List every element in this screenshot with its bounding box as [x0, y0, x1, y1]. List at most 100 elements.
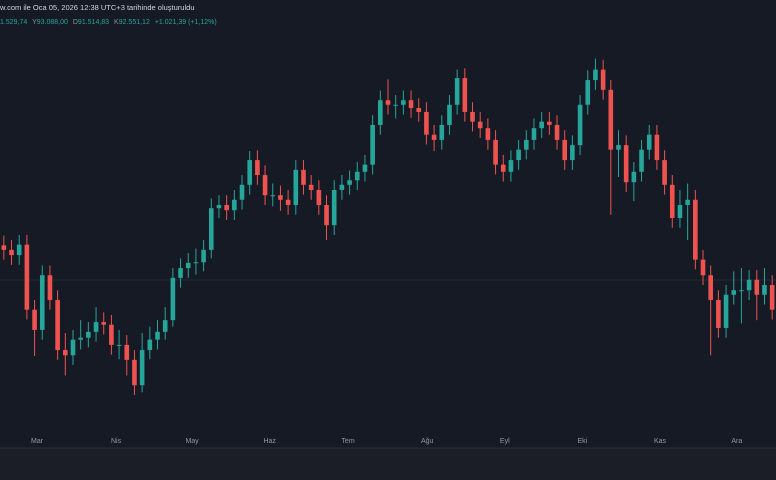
candle-body [470, 111, 475, 122]
candle-body [739, 290, 744, 292]
candle-body [1, 245, 7, 250]
candle-body [78, 337, 83, 340]
legend-value: 91.514,83 [78, 19, 109, 26]
candle-body [170, 277, 176, 321]
x-tick-label: Tem [341, 438, 354, 445]
candle-body [293, 169, 299, 205]
candle-body [401, 100, 406, 105]
x-tick-label: Haz [263, 438, 276, 445]
candle-body [162, 320, 168, 332]
candle-body [723, 294, 729, 328]
candle-body [339, 184, 345, 191]
candle-body [585, 80, 591, 105]
candle-body [16, 244, 22, 256]
candle-body [616, 145, 621, 150]
candle-body [370, 124, 375, 165]
candle-body [716, 299, 721, 328]
candle-body [577, 104, 583, 146]
candle-body [393, 104, 398, 106]
candle-body [485, 128, 491, 140]
candle-body [224, 204, 229, 211]
candle-body [646, 134, 652, 150]
x-tick-label: Ara [731, 438, 742, 445]
candle-body [454, 78, 460, 105]
legend-key: Y [32, 19, 37, 26]
candle-body [93, 322, 99, 332]
candle-body [139, 350, 145, 386]
candle-body [523, 139, 529, 150]
candle-body [746, 279, 752, 291]
candle-body [39, 275, 45, 330]
candle-body [147, 339, 153, 351]
candle-body [24, 244, 30, 310]
candle-body [654, 134, 660, 161]
legend-key: D [73, 19, 78, 26]
x-tick-label: Ağu [421, 438, 434, 445]
candle-body [669, 184, 675, 218]
candle-body [631, 171, 637, 183]
candle-body [63, 350, 68, 356]
candle-body [216, 204, 222, 209]
x-tick-label: Eki [578, 438, 588, 445]
candle-body [424, 111, 429, 135]
candle-body [508, 160, 514, 172]
candle-body [324, 204, 329, 226]
candle-body [278, 195, 283, 200]
candle-body [416, 108, 422, 112]
candle-body [700, 259, 706, 276]
candle-body [308, 184, 314, 191]
candle-body [331, 190, 337, 226]
candle-body [193, 262, 199, 264]
candle-body [262, 175, 268, 196]
candle-body [600, 69, 606, 90]
candle-body [731, 290, 737, 295]
plot-background [0, 0, 776, 448]
candle-body [554, 124, 560, 140]
candle-body [531, 128, 537, 140]
candle-body [362, 164, 368, 172]
candle-body [70, 339, 76, 356]
candle-body [301, 169, 306, 185]
x-tick-label: Kas [654, 438, 667, 445]
x-tick-label: Mar [31, 438, 44, 445]
change: +1.021,39 (+1,12%) [155, 19, 217, 26]
candle-body [447, 104, 452, 125]
candle-body [708, 275, 713, 300]
x-tick-label: May [185, 438, 199, 445]
candle-body [285, 199, 291, 205]
candle-body [116, 344, 122, 346]
candle-body [354, 171, 360, 181]
candle-body [201, 249, 206, 263]
candle-body [516, 149, 521, 161]
candle-body [347, 180, 352, 185]
candle-body [55, 299, 60, 351]
candle-body [685, 199, 690, 205]
candle-body [101, 322, 107, 325]
candle-body [547, 121, 552, 125]
candle-body [431, 134, 437, 140]
candle-body [639, 149, 644, 172]
legend-value: 93.088,00 [37, 19, 68, 26]
candle-body [662, 160, 667, 185]
candle-body [493, 139, 498, 165]
candle-body [239, 184, 245, 200]
candles [1, 58, 775, 395]
candle-body [132, 359, 137, 386]
candle-body [270, 195, 276, 197]
candle-body [754, 279, 760, 295]
candle-body [9, 249, 14, 256]
candle-body [185, 262, 191, 269]
candle-body [378, 100, 383, 125]
candle-body [178, 268, 183, 278]
candle-body [86, 331, 91, 338]
candle-body [500, 164, 506, 172]
credit: w.com ile Oca 05, 2026 12:38 UTC+3 tarih… [0, 3, 195, 12]
legend-key: K [114, 19, 119, 26]
candle-body [47, 275, 53, 300]
candle-body [769, 285, 775, 310]
candle-body [677, 204, 683, 218]
candle-body [32, 309, 37, 330]
candle-body [232, 199, 237, 211]
open-value: 1.529,74 [0, 19, 27, 26]
candle-body [608, 89, 614, 150]
